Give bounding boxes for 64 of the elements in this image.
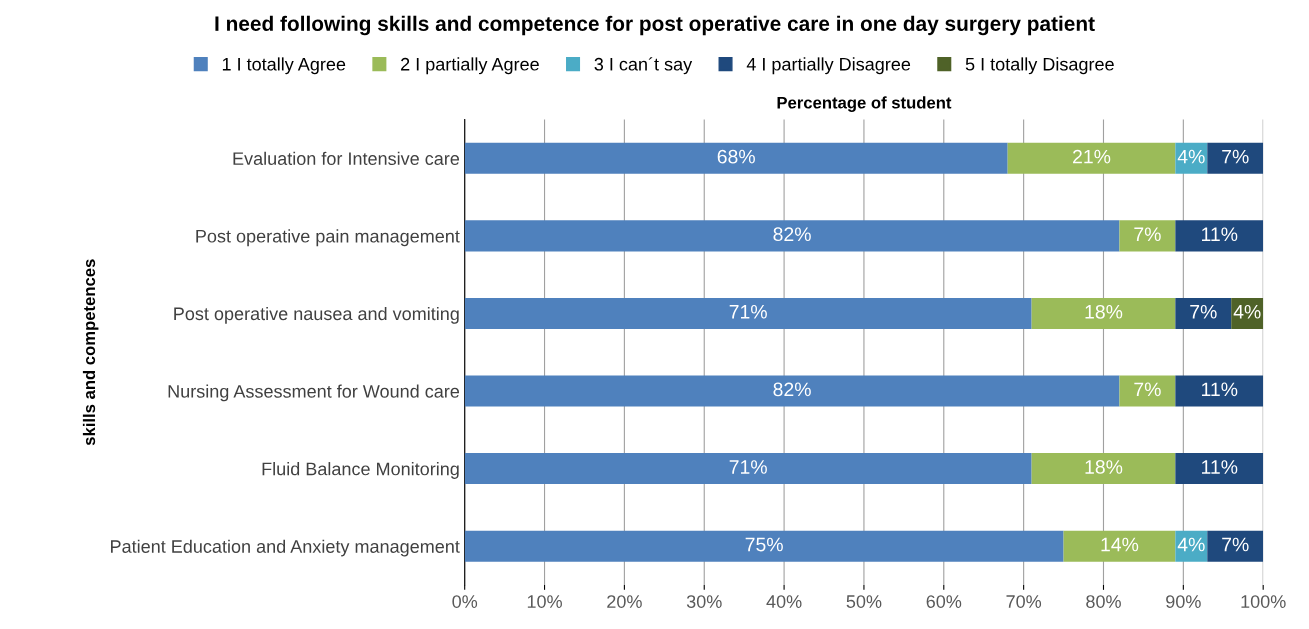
data-label: 18% — [1085, 304, 1123, 319]
data-label: 14% — [1101, 537, 1139, 552]
data-label: 11% — [1202, 227, 1238, 242]
x-tick-label: 20% — [607, 595, 642, 608]
bar — [1063, 530, 1176, 562]
y-axis-title: skills and competences — [82, 259, 99, 446]
chart-title: I need following skills and competence for post operative care in one day surgery patient — [215, 15, 1095, 36]
x-axis-title: Percentage of student — [777, 96, 952, 112]
bar — [1175, 297, 1232, 329]
bar — [464, 297, 1032, 329]
bar — [1175, 220, 1264, 252]
bar — [464, 375, 1120, 407]
bar — [1031, 297, 1176, 329]
data-label: 71% — [729, 460, 767, 474]
data-label: 7% — [1190, 304, 1217, 319]
bar — [464, 453, 1032, 485]
data-label: 4% — [1177, 149, 1205, 164]
legend-label: 2 I partially Agree — [401, 57, 539, 75]
data-label: 7% — [1222, 537, 1249, 552]
y-tick-label: Post operative nausea and vomiting — [174, 306, 459, 324]
data-label: 7% — [1222, 149, 1249, 164]
x-tick-label: 100% — [1241, 595, 1286, 608]
x-tick-label: 80% — [1086, 595, 1121, 608]
y-tick-label: Nursing Assessment for Wound care — [168, 384, 460, 402]
data-label: 11% — [1202, 382, 1238, 397]
legend-label: 3 I can´t say — [594, 57, 693, 75]
data-label: 75% — [745, 537, 783, 552]
bar — [464, 530, 1064, 562]
data-label: 7% — [1134, 382, 1161, 397]
bar — [464, 142, 1008, 174]
y-tick-label: Evaluation for Intensive care — [233, 151, 460, 166]
legend-label: 5 I totally Disagree — [965, 57, 1114, 75]
bar — [464, 220, 1120, 252]
x-tick-label: 0% — [452, 595, 478, 608]
legend-label: 1 I totally Agree — [222, 57, 346, 75]
x-tick-label: 10% — [527, 595, 562, 608]
bar — [1119, 375, 1176, 407]
y-tick-label: Patient Education and Anxiety management — [111, 539, 460, 557]
y-tick-label: Fluid Balance Monitoring — [262, 462, 459, 479]
x-tick-label: 90% — [1166, 595, 1201, 608]
bar — [1119, 220, 1176, 252]
data-label: 82% — [773, 382, 811, 397]
data-label: 21% — [1073, 149, 1111, 164]
bar — [1175, 375, 1264, 407]
data-label: 71% — [729, 304, 767, 319]
x-tick-label: 50% — [846, 595, 882, 608]
x-tick-label: 60% — [926, 595, 962, 608]
bar — [1007, 142, 1176, 174]
data-label: 4% — [1233, 304, 1261, 319]
bar — [1175, 453, 1264, 485]
x-tick-label: 30% — [686, 595, 722, 608]
data-label: 68% — [717, 149, 755, 164]
y-tick-label: Post operative pain management — [196, 229, 460, 247]
data-label: 11% — [1202, 460, 1238, 474]
data-label: 18% — [1085, 460, 1123, 474]
bar — [1031, 453, 1176, 485]
x-tick-label: 40% — [766, 595, 802, 608]
bar — [1207, 530, 1264, 562]
data-label: 82% — [773, 227, 811, 242]
bar — [1207, 142, 1264, 174]
data-label: 4% — [1177, 537, 1205, 552]
x-tick-label: 70% — [1006, 595, 1042, 608]
data-label: 7% — [1134, 227, 1161, 242]
legend-label: 4 I partially Disagree — [746, 57, 911, 75]
